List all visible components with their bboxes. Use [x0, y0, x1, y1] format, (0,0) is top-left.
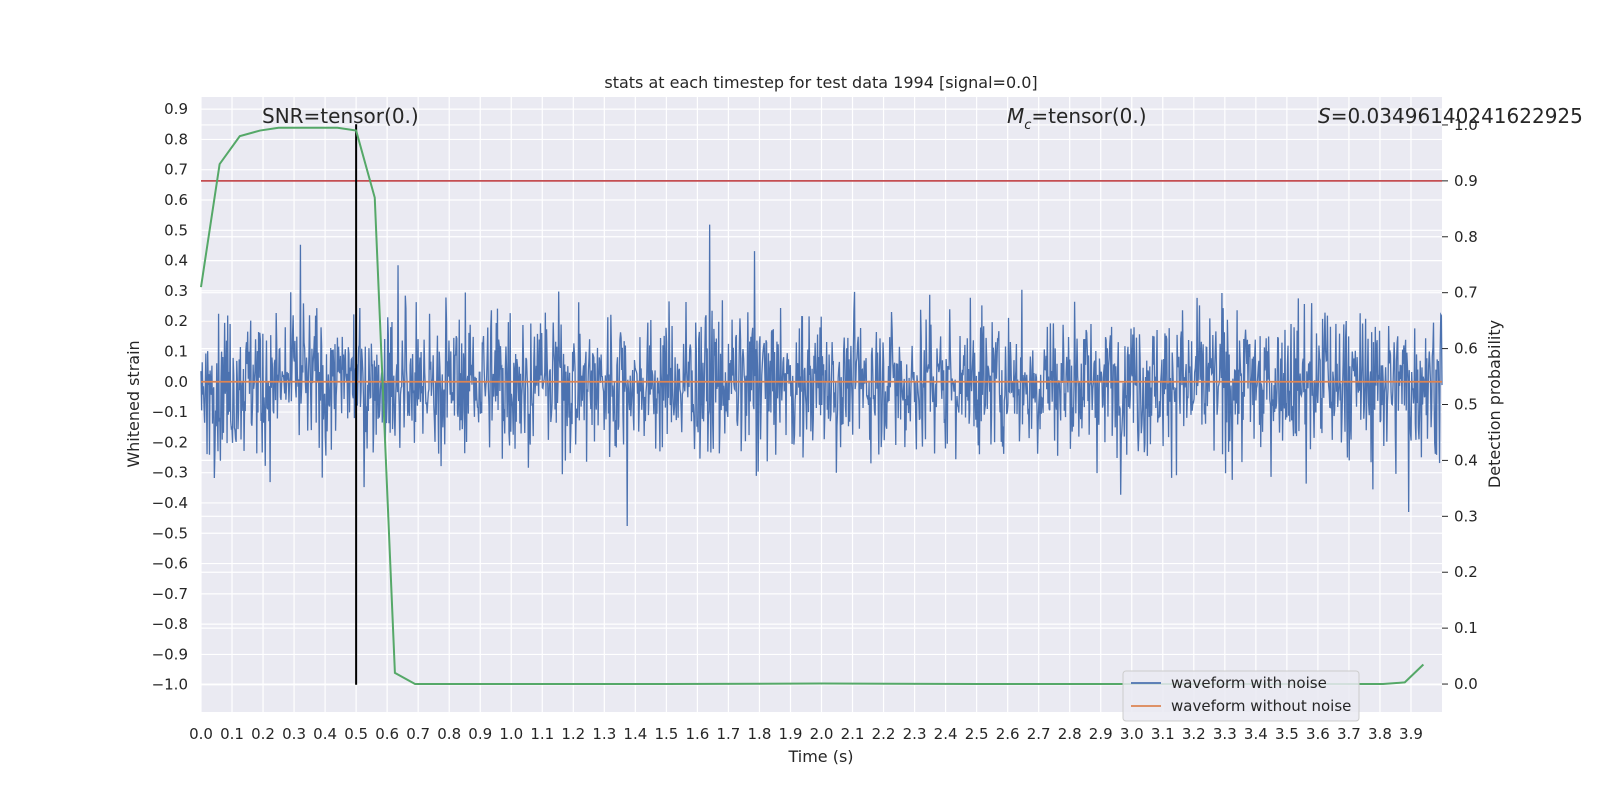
x-tick-label: 3.3: [1213, 725, 1237, 743]
y-tick-label: −0.5: [152, 524, 188, 542]
y2-tick-label: 0.4: [1454, 451, 1478, 469]
x-tick-label: 1.5: [654, 725, 678, 743]
x-tick-label: 1.0: [499, 725, 523, 743]
x-tick-label: 2.3: [903, 725, 927, 743]
x-tick-label: 0.5: [344, 725, 368, 743]
y2-tick-label: 0.5: [1454, 396, 1478, 414]
y-tick-label: 0.6: [164, 191, 188, 209]
y-tick-label: 0.7: [164, 161, 188, 179]
chirp-mass-annotation: Mc=tensor(0.): [1007, 104, 1147, 133]
x-tick-label: 2.5: [965, 725, 989, 743]
x-tick-label: 0.3: [282, 725, 306, 743]
x-tick-label: 2.2: [872, 725, 896, 743]
x-tick-label: 0.4: [313, 725, 337, 743]
y2-axis-label: Detection probability: [1485, 320, 1504, 488]
x-tick-label: 1.7: [716, 725, 740, 743]
x-tick-label: 1.8: [748, 725, 772, 743]
y-tick-label: 0.5: [164, 221, 188, 239]
s-value: =0.03496140241622925: [1331, 104, 1583, 128]
y2-tick-label: 0.3: [1454, 507, 1478, 525]
y-tick-label: −0.8: [152, 615, 188, 633]
chart-title: stats at each timestep for test data 199…: [604, 73, 1037, 92]
x-tick-label: 3.5: [1275, 725, 1299, 743]
chirp-mass-subscript: c: [1024, 118, 1031, 133]
snr-annotation: SNR=tensor(0.): [262, 104, 419, 128]
y-tick-label: −0.6: [152, 555, 188, 573]
chirp-mass-symbol: M: [1007, 104, 1024, 128]
x-tick-label: 0.9: [468, 725, 492, 743]
legend: waveform with noise waveform without noi…: [1122, 670, 1360, 722]
y-tick-label: 0.4: [164, 252, 188, 270]
x-tick-label: 3.1: [1151, 725, 1175, 743]
y-tick-label: −1.0: [152, 676, 188, 694]
x-tick-label: 2.8: [1058, 725, 1082, 743]
x-tick-label: 1.9: [779, 725, 803, 743]
y2-tick-label: 0.0: [1454, 675, 1478, 693]
y-tick-label: −0.3: [152, 464, 188, 482]
ticks-layer: 0.0 0.1 0.2 0.3 0.4 0.5 0.6 0.7 0.8 0.9 1.0 1.1 1.2 1…: [152, 100, 1478, 743]
legend-label-clean: waveform without noise: [1171, 697, 1351, 715]
noise-waveform-layer: [200, 224, 1443, 526]
legend-label-noise: waveform with noise: [1171, 674, 1327, 692]
y-tick-label: 0.9: [164, 100, 188, 118]
y-tick-label: −0.4: [152, 494, 188, 512]
y-tick-label: −0.7: [152, 585, 188, 603]
x-tick-label: 3.6: [1306, 725, 1330, 743]
x-tick-label: 0.2: [251, 725, 275, 743]
x-tick-label: 1.6: [685, 725, 709, 743]
y2-tick-label: 0.8: [1454, 228, 1478, 246]
y-tick-label: −0.1: [152, 403, 188, 421]
x-tick-label: 3.7: [1337, 725, 1361, 743]
y-tick-label: −0.9: [152, 645, 188, 663]
x-tick-label: 2.0: [810, 725, 834, 743]
y-tick-label: 0.8: [164, 130, 188, 148]
y-tick-label: 0.3: [164, 282, 188, 300]
x-tick-label: 0.8: [437, 725, 461, 743]
x-tick-label: 3.0: [1120, 725, 1144, 743]
waveform-with-noise-line: [200, 224, 1443, 526]
x-tick-label: 0.0: [189, 725, 213, 743]
legend-box: [1122, 670, 1360, 722]
x-tick-label: 3.2: [1182, 725, 1206, 743]
y-tick-label: 0.2: [164, 312, 188, 330]
chirp-mass-value: =tensor(0.): [1031, 104, 1146, 128]
x-tick-label: 2.6: [996, 725, 1020, 743]
s-symbol: S: [1318, 104, 1331, 128]
x-tick-label: 1.4: [623, 725, 647, 743]
x-tick-label: 3.9: [1399, 725, 1423, 743]
x-tick-label: 2.7: [1027, 725, 1051, 743]
y2-tick-label: 0.7: [1454, 284, 1478, 302]
y2-tick-label: 0.1: [1454, 619, 1478, 637]
s-annotation: S=0.03496140241622925: [1318, 104, 1583, 128]
x-tick-label: 2.1: [841, 725, 865, 743]
y2-tick-label: 0.9: [1454, 172, 1478, 190]
x-tick-label: 2.4: [934, 725, 958, 743]
y-axis-label: Whitened strain: [124, 340, 143, 467]
y-tick-label: 0.0: [164, 373, 188, 391]
y2-tick-label: 0.2: [1454, 563, 1478, 581]
x-tick-label: 3.4: [1244, 725, 1268, 743]
x-tick-label: 1.2: [561, 725, 585, 743]
y2-tick-label: 1.0: [1454, 116, 1478, 134]
y-tick-label: −0.2: [152, 433, 188, 451]
x-tick-label: 2.9: [1089, 725, 1113, 743]
x-axis-label: Time (s): [787, 747, 853, 766]
y-tick-label: 0.1: [164, 342, 188, 360]
x-tick-label: 0.6: [375, 725, 399, 743]
x-tick-label: 3.8: [1368, 725, 1392, 743]
y2-tick-label: 0.6: [1454, 340, 1478, 358]
x-tick-label: 1.3: [592, 725, 616, 743]
x-tick-label: 0.1: [220, 725, 244, 743]
x-tick-label: 1.1: [530, 725, 554, 743]
x-tick-label: 0.7: [406, 725, 430, 743]
